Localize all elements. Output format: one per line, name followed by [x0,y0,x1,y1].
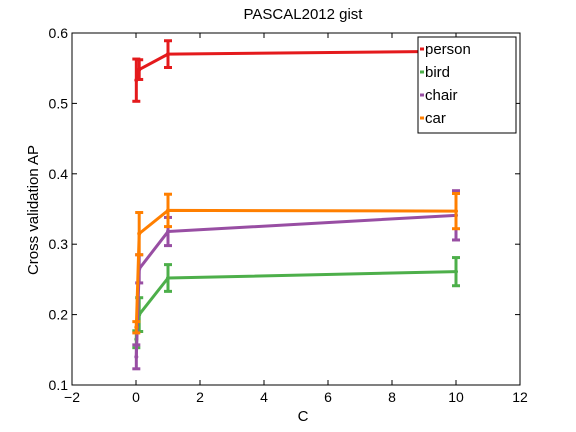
legend-label-person: person [425,41,471,58]
y-tick-label: 0.3 [49,236,69,252]
legend-label-car: car [425,110,446,127]
x-tick-label: −2 [64,389,80,405]
x-tick-label: 2 [196,389,204,405]
plot-area: −2 0 2 4 6 8 10 12 0.1 0.2 0.3 0.4 0.5 0.6 person bird c… [49,25,528,405]
legend-label-bird: bird [425,64,450,81]
legend-label-chair: chair [425,87,458,104]
y-tick-label: 0.5 [49,95,69,111]
y-tick-label: 0.2 [49,307,69,323]
y-tick-label: 0.1 [49,377,69,393]
x-tick-label: 12 [512,389,528,405]
axes-frame [71,32,521,386]
x-tick-label: 4 [260,389,268,405]
x-tick-label: 0 [132,389,140,405]
y-axis-label: Cross validation AP [25,145,42,275]
legend: person bird chair car [417,36,517,134]
legend-box [417,36,517,134]
y-tick-label: 0.4 [49,166,69,182]
x-tick-label: 6 [324,389,332,405]
y-tick-label: 0.6 [49,25,69,41]
x-axis-label: C [298,408,309,425]
x-tick-label: 10 [448,389,464,405]
chart-title: PASCAL2012 gist [244,6,364,23]
series-line-car [134,208,457,328]
x-tick-label: 8 [388,389,396,405]
